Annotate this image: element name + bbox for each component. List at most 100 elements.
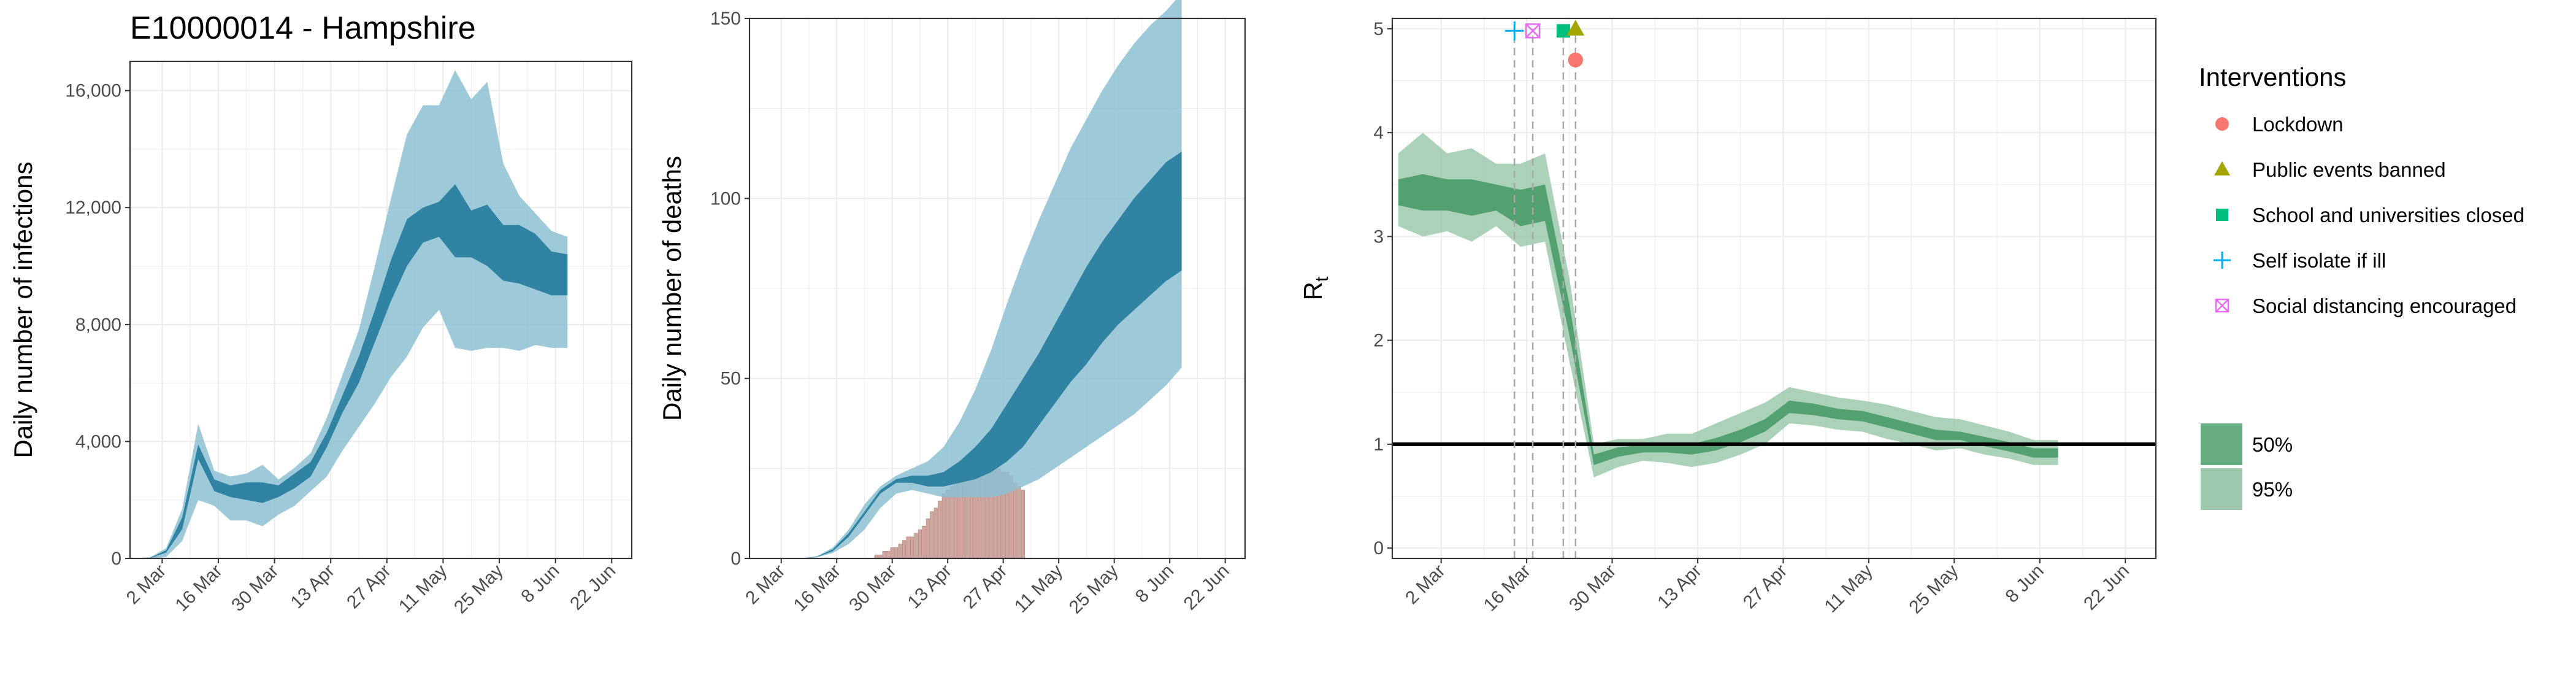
panel-rt: 0 1 2 3 4 5 2 Mar 16 Mar 30 Mar 13 Apr 27 Apr 11 Ma…	[1298, 17, 2157, 618]
rt-xtick-label: 11 May	[1821, 561, 1877, 617]
deaths-bar	[946, 490, 950, 559]
deaths-bar	[1013, 482, 1018, 559]
infections-xtick-label: 22 Jun	[566, 561, 619, 614]
deaths-bar	[902, 540, 907, 559]
legend-marker-plus	[2214, 252, 2231, 269]
deaths-bar	[1017, 486, 1021, 559]
rt-ytick-label: 2	[1373, 331, 1384, 351]
intervention-marker-box	[1525, 23, 1541, 39]
legend-item-label: Lockdown	[2252, 113, 2344, 136]
deaths-bar	[930, 511, 934, 559]
infections-xtick-label: 11 May	[395, 561, 451, 617]
deaths-bar	[882, 550, 886, 559]
legend-marker-boxcross	[2215, 298, 2229, 313]
deaths-xtick-label: 22 Jun	[1180, 561, 1233, 614]
deaths-bar	[938, 500, 942, 559]
legend-marker-boxcross-box	[2215, 298, 2229, 313]
rt-ytick-label: 1	[1373, 434, 1384, 455]
deaths-xtick-label: 27 Apr	[959, 561, 1011, 613]
infections-ytick-label: 0	[111, 549, 121, 569]
legend-marker-circle	[2215, 117, 2229, 131]
deaths-xtick-label: 13 Apr	[903, 561, 956, 613]
deaths-bar	[941, 493, 946, 559]
deaths-bar	[906, 536, 910, 559]
infections-xtick-label: 8 Jun	[517, 561, 563, 607]
deaths-ylabel: Daily number of deaths	[657, 156, 686, 421]
deaths-xtick-label: 25 May	[1065, 561, 1122, 618]
intervention-marker	[1568, 52, 1583, 68]
deaths-bar	[910, 536, 914, 559]
rt-band-50	[1398, 174, 2058, 465]
infections-ytick-label: 12,000	[65, 198, 121, 218]
rt-xtick-label: 25 May	[1905, 561, 1962, 618]
legend-marker-boxcross-d2	[2215, 299, 2229, 312]
deaths-xtick-label: 11 May	[1011, 561, 1067, 617]
infections-ytick-label: 8,000	[75, 315, 121, 335]
legend-interval-label: 50%	[2252, 433, 2293, 456]
deaths-xtick-label: 8 Jun	[1132, 561, 1178, 607]
deaths-band-95	[753, 0, 1182, 558]
infections-ylabel: Daily number of infections	[9, 161, 37, 458]
rt-ytick-label: 4	[1373, 123, 1384, 143]
deaths-bar	[922, 525, 926, 559]
infections-xtick-label: 2 Mar	[123, 561, 171, 609]
deaths-bar	[933, 507, 938, 559]
rt-xtick-label: 30 Mar	[1565, 561, 1620, 615]
deaths-bar	[1021, 490, 1025, 559]
deaths-bar	[898, 544, 902, 559]
legend-item-label: Social distancing encouraged	[2252, 295, 2517, 317]
intervention-marker	[1566, 20, 1585, 36]
rt-ytick-label: 0	[1373, 538, 1384, 558]
infections-panel-border	[129, 60, 633, 560]
legend: Interventions Lockdown Public events banne…	[2199, 63, 2524, 510]
deaths-band-50	[753, 152, 1182, 559]
legend-item-label: School and universities closed	[2252, 204, 2524, 226]
rt-grid	[1392, 18, 2156, 558]
legend-item-label: Public events banned	[2252, 158, 2446, 181]
intervention-marker-d2	[1525, 23, 1540, 39]
rt-xtick-label: 16 Mar	[1480, 561, 1535, 615]
infections-xtick-label: 25 May	[450, 561, 507, 618]
deaths-bar	[918, 529, 922, 559]
chart-title: E10000014 - Hampshire	[130, 10, 476, 46]
panel-deaths: 0 50 100 150 2 Mar 16 Mar 30 Mar 13 Apr 27 Apr 11…	[657, 0, 1246, 618]
deaths-ytick-label: 100	[710, 188, 741, 209]
legend-title: Interventions	[2199, 63, 2346, 91]
legend-marker-triangle	[2214, 161, 2230, 176]
deaths-ytick-label: 0	[730, 549, 741, 569]
infections-ytick-label: 16,000	[65, 81, 121, 101]
deaths-ytick-label: 150	[710, 9, 741, 29]
legend-interval-swatch	[2201, 423, 2242, 465]
rt-panel-border	[1391, 17, 2157, 560]
legend-interval-label: 95%	[2252, 478, 2293, 501]
infections-xtick-label: 27 Apr	[343, 561, 395, 613]
rt-ytick-label: 5	[1373, 19, 1384, 39]
rt-ytick-label: 3	[1373, 226, 1384, 247]
intervention-marker	[1525, 23, 1541, 39]
deaths-xtick-label: 2 Mar	[742, 561, 789, 609]
deaths-xtick-label: 16 Mar	[790, 561, 845, 615]
rt-xtick-label: 22 Jun	[2080, 561, 2133, 614]
deaths-xtick-label: 30 Mar	[845, 561, 900, 615]
rt-xtick-label: 13 Apr	[1654, 561, 1706, 613]
intervention-marker	[1556, 24, 1570, 38]
infections-xtick-label: 30 Mar	[228, 561, 282, 615]
legend-interval-swatch	[2201, 468, 2242, 510]
rt-ylabel-subscript: t	[1312, 276, 1332, 282]
deaths-bar	[886, 550, 891, 559]
rt-xtick-label: 27 Apr	[1739, 561, 1792, 613]
infections-xtick-label: 16 Mar	[172, 561, 226, 615]
rt-xtick-label: 2 Mar	[1401, 561, 1449, 609]
deaths-panel-border	[748, 17, 1246, 560]
infections-ytick-label: 4,000	[75, 431, 121, 452]
legend-marker-square	[2216, 209, 2228, 221]
intervention-marker	[1505, 21, 1524, 41]
rt-ylabel-main: R	[1298, 282, 1327, 300]
deaths-bar	[890, 547, 894, 559]
panel-infections: 0 4,000 8,000 12,000 16,000 2 Mar 16 Mar 30 Mar…	[9, 60, 633, 618]
deaths-bar	[894, 547, 899, 559]
legend-item-label: Self isolate if ill	[2252, 249, 2386, 272]
infections-xtick-label: 13 Apr	[286, 561, 339, 613]
deaths-bar	[926, 519, 930, 559]
